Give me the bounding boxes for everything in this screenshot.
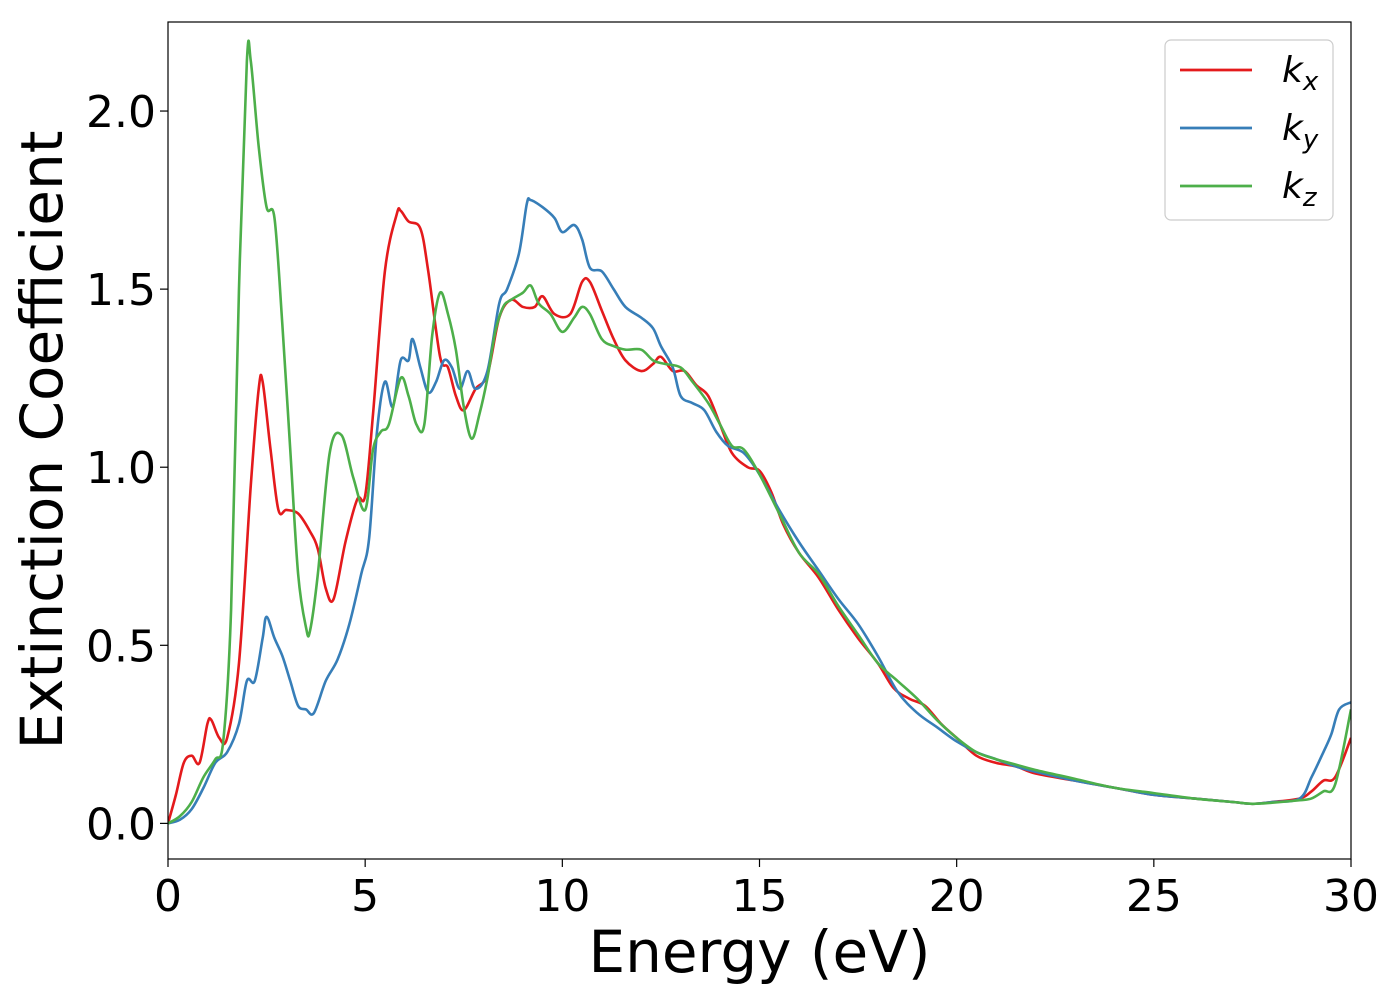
y-tick-label: 0.0 <box>86 799 156 850</box>
legend-label-kx: kx <box>1282 50 1319 97</box>
y-tick-label: 0.5 <box>86 621 156 672</box>
series-line-ky <box>168 197 1351 825</box>
y-tick-label: 1.5 <box>86 265 156 316</box>
legend-label-ky: ky <box>1282 108 1319 155</box>
series-line-kx <box>168 207 1351 824</box>
x-axis-title: Energy (eV) <box>588 918 930 986</box>
y-tick-label: 2.0 <box>86 87 156 138</box>
x-tick-label: 30 <box>1323 871 1379 922</box>
x-tick-label: 5 <box>351 871 379 922</box>
x-tick-label: 15 <box>732 871 788 922</box>
x-tick-label: 0 <box>154 871 182 922</box>
x-tick-label: 20 <box>929 871 985 922</box>
legend-box <box>1164 39 1334 221</box>
y-tick-label: 1.0 <box>86 443 156 494</box>
y-axis: 0.0 0.5 1.0 1.5 2.0 <box>86 87 168 850</box>
series-lines <box>168 39 1351 825</box>
x-tick-label: 25 <box>1126 871 1182 922</box>
x-axis: 0 5 10 15 20 25 30 <box>154 859 1379 922</box>
x-tick-label: 10 <box>534 871 590 922</box>
y-axis-title: Extinction Coefficient <box>8 131 76 750</box>
series-line-kz <box>168 39 1351 825</box>
